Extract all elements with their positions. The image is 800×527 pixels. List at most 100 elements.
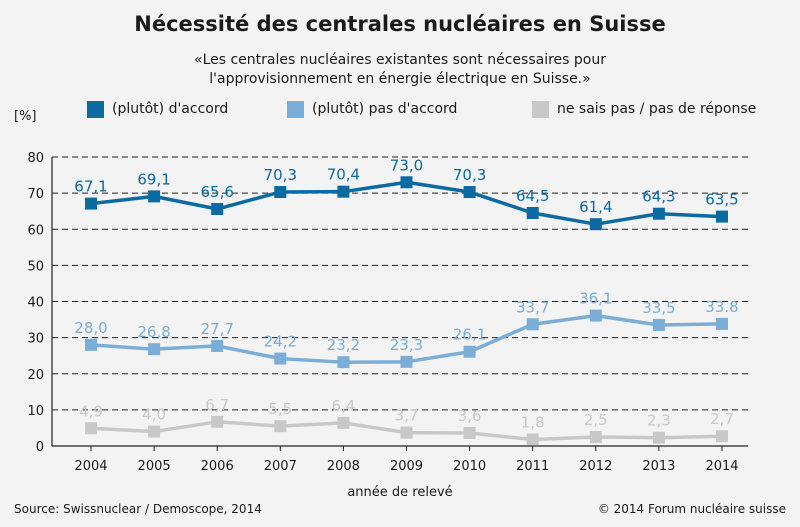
y-tick-label: 50 [27, 259, 44, 274]
y-tick-label: 60 [27, 223, 44, 238]
data-point [148, 425, 161, 438]
data-label: 64,3 [642, 188, 675, 206]
data-label: 64,5 [516, 187, 549, 205]
data-label: 70,3 [453, 166, 486, 184]
legend-item-disagree: (plutôt) pas d'accord [287, 99, 457, 119]
y-axis-unit-label: [%] [14, 109, 37, 124]
x-tick-label: 2006 [201, 459, 234, 474]
data-label: 26,1 [453, 326, 486, 344]
data-point [85, 422, 97, 435]
data-point [589, 430, 602, 443]
x-tick-label: 2005 [138, 459, 171, 474]
data-point [148, 343, 161, 356]
data-point [337, 416, 350, 429]
data-label: 33.8 [705, 298, 738, 316]
x-tick-label: 2007 [264, 459, 297, 474]
data-label: 70,3 [264, 166, 297, 184]
data-label: 73,0 [390, 156, 423, 174]
x-tick-label: 2011 [516, 459, 549, 474]
data-point [526, 206, 539, 219]
legend-swatch-agree [87, 100, 104, 118]
x-tick-label: 2010 [453, 459, 486, 474]
data-label: 24,2 [264, 333, 297, 351]
y-tick-label: 30 [27, 332, 44, 347]
data-label: 5,5 [268, 400, 292, 418]
data-point [589, 309, 602, 322]
legend-swatch-no-answer [532, 100, 549, 118]
subtitle-line-2: l'approvisionnement en énergie électriqu… [209, 71, 591, 87]
data-label: 33,5 [642, 299, 675, 317]
data-label: 67,1 [74, 178, 107, 196]
x-tick-label: 2013 [642, 459, 675, 474]
data-point [716, 430, 728, 443]
data-point [463, 186, 476, 199]
source-note: Source: Swissnuclear / Demoscope, 2014 [14, 502, 262, 516]
data-label: 27,7 [200, 320, 233, 338]
x-tick-label: 2014 [705, 459, 738, 474]
data-label: 70,4 [327, 166, 360, 184]
data-point [85, 338, 97, 351]
data-point [274, 420, 287, 433]
legend-label-agree: (plutôt) d'accord [112, 101, 229, 117]
data-label: 6,4 [331, 397, 355, 415]
data-point [400, 355, 413, 368]
y-tick-label: 70 [27, 187, 44, 202]
x-tick-label: 2004 [74, 459, 107, 474]
data-label: 61,4 [579, 198, 612, 216]
data-label: 4,0 [142, 406, 166, 424]
data-point [526, 433, 539, 446]
x-tick-label: 2008 [327, 459, 360, 474]
data-label: 2,7 [710, 410, 734, 428]
data-label: 26,8 [137, 323, 170, 341]
data-point [274, 186, 287, 199]
data-point [463, 426, 476, 439]
data-point [716, 210, 728, 223]
data-label: 2,3 [647, 412, 671, 430]
y-tick-label: 20 [27, 368, 44, 383]
x-tick-label: 2012 [579, 459, 612, 474]
data-label: 23,3 [390, 336, 423, 354]
legend-item-agree: (plutôt) d'accord [87, 99, 228, 119]
data-point [463, 345, 476, 358]
legend-label-disagree: (plutôt) pas d'accord [312, 101, 458, 117]
data-point [148, 190, 161, 203]
data-point [400, 176, 413, 189]
data-label: 63,5 [705, 191, 738, 209]
data-label: 3,6 [458, 407, 482, 425]
series-line [90, 180, 723, 226]
data-label: 4,9 [79, 402, 103, 420]
chart-title: Nécessité des centrales nucléaires en Su… [134, 12, 666, 36]
data-point [337, 356, 350, 369]
y-tick-label: 10 [27, 404, 44, 419]
data-label: 3,7 [395, 407, 419, 425]
legend-item-no-answer: ne sais pas / pas de réponse [532, 99, 756, 119]
legend-label-no-answer: ne sais pas / pas de réponse [557, 101, 757, 117]
data-label: 1,8 [521, 413, 545, 431]
data-point [716, 317, 728, 330]
x-axis-label: année de relevé [347, 485, 453, 500]
y-tick-label: 80 [27, 151, 44, 166]
y-tick-label: 0 [36, 440, 44, 455]
data-point [85, 197, 97, 210]
chart-subtitle: «Les centrales nucléaires existantes son… [0, 51, 800, 89]
data-label: 2,5 [584, 411, 608, 429]
data-point [274, 352, 287, 365]
data-label: 23,2 [327, 336, 360, 354]
data-point [652, 318, 665, 331]
data-label: 36,1 [579, 290, 612, 308]
data-point [211, 415, 224, 428]
copyright-note: © 2014 Forum nucléaire suisse [597, 502, 786, 516]
data-label: 69,1 [137, 170, 170, 188]
y-tick-label: 40 [27, 296, 44, 311]
data-label: 28,0 [74, 319, 107, 337]
data-point [337, 185, 350, 198]
data-label: 33,7 [516, 298, 549, 316]
data-point [211, 203, 224, 216]
subtitle-line-1: «Les centrales nucléaires existantes son… [194, 52, 606, 68]
data-label: 65,6 [200, 183, 233, 201]
data-point [589, 218, 602, 231]
data-point [400, 426, 413, 439]
legend-swatch-disagree [287, 100, 304, 118]
data-label: 6,7 [205, 396, 229, 414]
